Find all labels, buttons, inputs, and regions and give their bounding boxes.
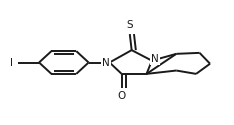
Text: O: O (117, 91, 126, 101)
Text: N: N (102, 58, 110, 68)
Text: N: N (151, 54, 159, 64)
Text: S: S (127, 20, 133, 30)
Text: I: I (10, 58, 13, 68)
